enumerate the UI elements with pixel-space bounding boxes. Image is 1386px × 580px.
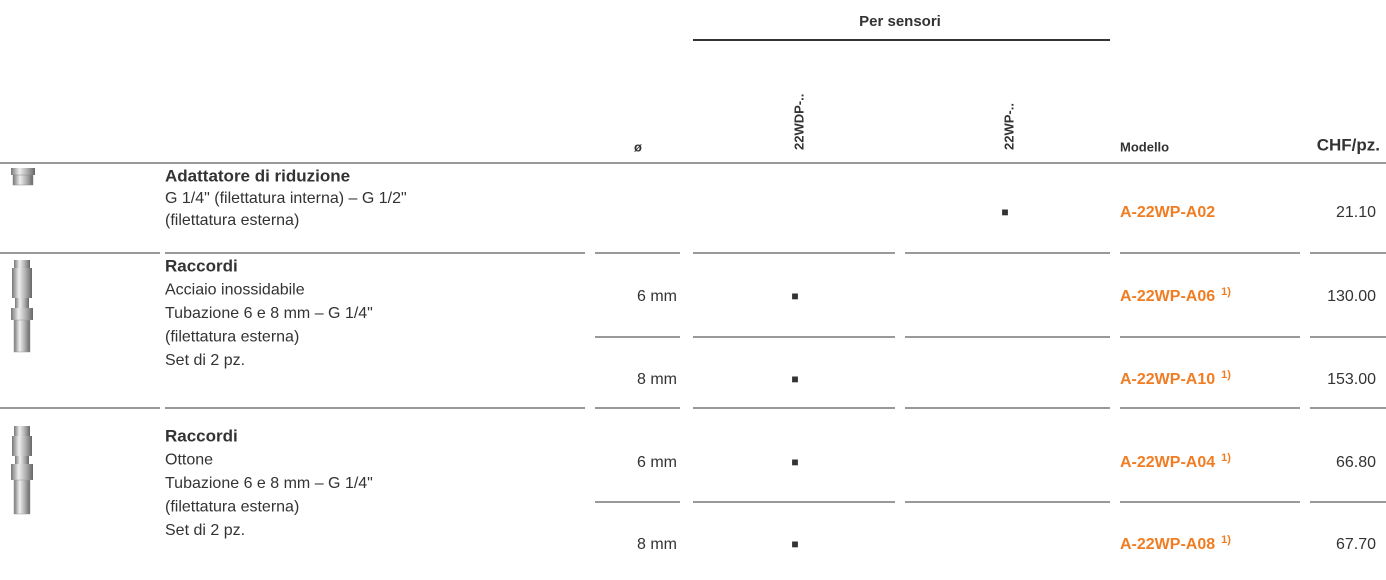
- model-code-text: A-22WP-A08: [1120, 536, 1215, 553]
- availability-mark: ■: [791, 289, 798, 303]
- product-desc: Tubazione 6 e 8 mm – G 1/4": [165, 475, 373, 492]
- product-image: [11, 168, 35, 186]
- model-code-text: A-22WP-A10: [1120, 371, 1215, 388]
- col-header: Modello: [1120, 139, 1169, 154]
- product-desc: Ottone: [165, 452, 213, 469]
- product-desc: Tubazione 6 e 8 mm – G 1/4": [165, 305, 373, 322]
- product-title: Adattatore di riduzione: [165, 166, 350, 185]
- diameter: 8 mm: [637, 371, 677, 388]
- product-image: [11, 260, 33, 353]
- footnote: 1): [1221, 286, 1231, 298]
- group-header: Per sensori: [859, 13, 941, 30]
- diameter: 8 mm: [637, 536, 677, 553]
- product-desc: Set di 2 pz.: [165, 522, 245, 539]
- model-code-text: A-22WP-A02: [1120, 204, 1215, 221]
- product-image: [11, 426, 33, 515]
- product-desc: Acciaio inossidabile: [165, 282, 305, 299]
- availability-mark: ■: [1001, 205, 1008, 219]
- model-code: A-22WP-A06 1): [1120, 286, 1231, 305]
- footnote: 1): [1221, 534, 1231, 546]
- diameter: 6 mm: [637, 454, 677, 471]
- model-code: A-22WP-A04 1): [1120, 452, 1231, 471]
- product-desc: Set di 2 pz.: [165, 352, 245, 369]
- availability-mark: ■: [791, 537, 798, 551]
- diameter: 6 mm: [637, 288, 677, 305]
- price: 153.00: [1327, 371, 1376, 388]
- availability-mark: ■: [791, 455, 798, 469]
- col-header: ø: [634, 139, 642, 154]
- price: 21.10: [1336, 204, 1376, 221]
- model-code-text: A-22WP-A06: [1120, 288, 1215, 305]
- model-code-text: A-22WP-A04: [1120, 454, 1215, 471]
- model-code: A-22WP-A10 1): [1120, 369, 1231, 388]
- product-desc: (filettatura esterna): [165, 499, 299, 516]
- product-title: Raccordi: [165, 426, 238, 445]
- product-title: Raccordi: [165, 256, 238, 275]
- col-header: 22WDP-..: [791, 94, 806, 150]
- col-header: CHF/pz.: [1317, 135, 1380, 154]
- price: 130.00: [1327, 288, 1376, 305]
- model-code: A-22WP-A08 1): [1120, 534, 1231, 553]
- price: 66.80: [1336, 454, 1376, 471]
- product-desc: (filettatura esterna): [165, 329, 299, 346]
- model-code: A-22WP-A02: [1120, 204, 1215, 221]
- col-header: 22WP-..: [1001, 103, 1016, 150]
- product-desc: G 1/4" (filettatura interna) – G 1/2": [165, 190, 407, 207]
- price: 67.70: [1336, 536, 1376, 553]
- availability-mark: ■: [791, 372, 798, 386]
- footnote: 1): [1221, 369, 1231, 381]
- product-desc: (filettatura esterna): [165, 212, 299, 229]
- footnote: 1): [1221, 452, 1231, 464]
